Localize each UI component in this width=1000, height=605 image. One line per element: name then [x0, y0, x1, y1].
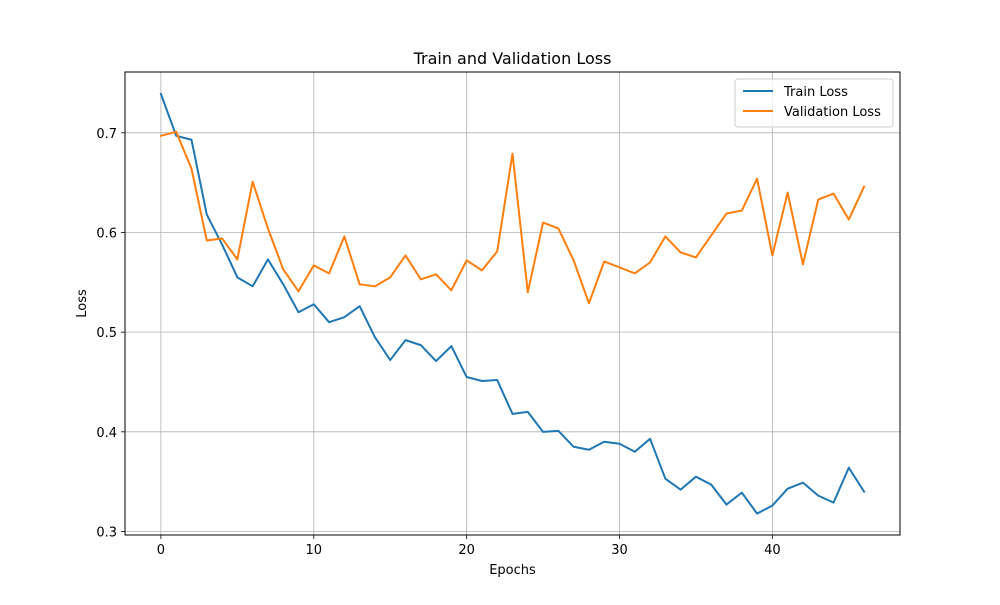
x-tick-label: 0: [157, 543, 165, 558]
y-tick-label: 0.6: [96, 226, 117, 241]
legend: Train Loss Validation Loss: [734, 78, 894, 128]
x-tick-label: 10: [306, 543, 323, 558]
y-tick-label: 0.7: [96, 127, 117, 142]
x-tick-label: 30: [611, 543, 628, 558]
y-axis-label: Loss: [75, 289, 90, 318]
y-tick-label: 0.5: [96, 326, 117, 341]
x-tick-label: 20: [458, 543, 475, 558]
legend-label-validation-loss: Validation Loss: [784, 105, 881, 120]
x-axis-label: Epochs: [489, 563, 536, 578]
y-tick-label: 0.4: [96, 426, 117, 441]
y-axis-ticks: 0.3 0.4 0.5 0.6 0.7: [96, 127, 125, 541]
x-tick-label: 40: [764, 543, 781, 558]
series-line-train-loss: [159, 92, 866, 515]
plot-frame: [124, 71, 901, 536]
series-line-validation-loss: [159, 130, 866, 305]
chart-title: Train and Validation Loss: [413, 49, 612, 68]
legend-box: [734, 78, 894, 128]
legend-label-train-loss: Train Loss: [783, 85, 848, 100]
y-tick-label: 0.3: [96, 526, 117, 541]
x-axis-ticks: 0 10 20 30 40: [157, 535, 781, 558]
series-layer: [159, 92, 866, 515]
